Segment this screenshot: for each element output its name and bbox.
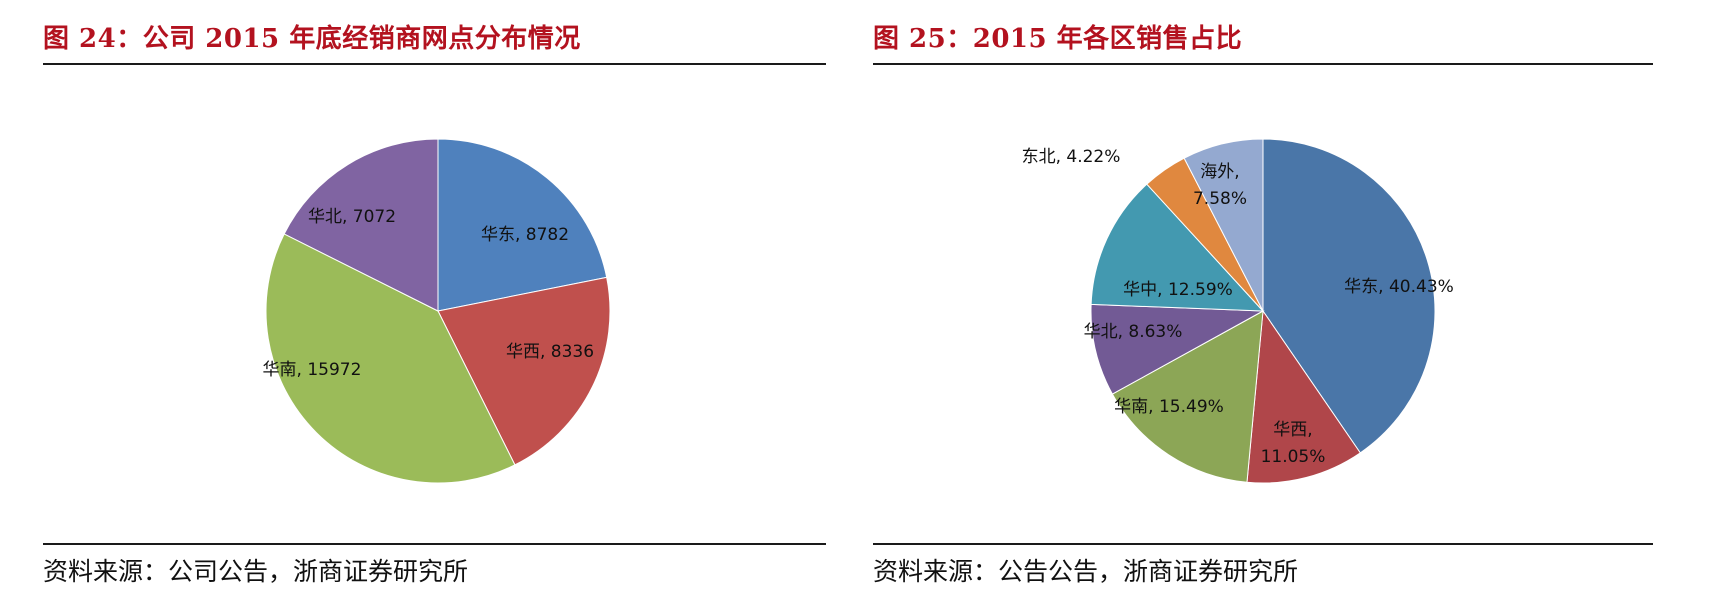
figure-24-panel: 图 24：公司 2015 年底经销商网点分布情况 华东, 8782 华西, 833… xyxy=(43,0,826,598)
slice-label: 华南, 15.49% xyxy=(1114,397,1224,417)
title-divider xyxy=(873,63,1653,65)
regional-sales-share-pie-chart: 华东, 40.43% 华西, 11.05% 华南, 15.49% 华北, 8.63% 华中… xyxy=(1022,138,1454,484)
pie-slice-华西 xyxy=(437,276,611,466)
slice-label: 华北, 8.63% xyxy=(1084,322,1183,342)
dealer-distribution-pie-chart: 华东, 8782 华西, 8336 华南, 15972 华北, 7072 xyxy=(263,138,611,484)
slice-label: 华中, 12.59% xyxy=(1123,280,1233,300)
slice-label: 华南, 15972 xyxy=(263,360,362,380)
pie-slice-华东 xyxy=(1262,138,1436,454)
figure-25-panel: 图 25：2015 年各区销售占比 华东, 40.43% 华西, 11.05% 华南,… xyxy=(873,0,1653,598)
slice-label: 华西, 11.05% xyxy=(1261,420,1326,467)
figure-24-source: 资料来源：公司公告，浙商证券研究所 xyxy=(43,557,469,586)
pie-slice-华中 xyxy=(1090,183,1265,312)
slice-label: 华西, 8336 xyxy=(506,342,594,362)
figure-24-title: 图 24：公司 2015 年底经销商网点分布情况 xyxy=(43,24,581,54)
figure-25-title: 图 25：2015 年各区销售占比 xyxy=(873,24,1243,54)
slice-label: 海外, 7.58% xyxy=(1193,162,1247,209)
pie-slice-华东 xyxy=(437,138,608,312)
pie-slice-华南 xyxy=(265,233,516,484)
source-divider xyxy=(43,543,826,545)
pie-slice-华西 xyxy=(1246,309,1361,484)
slice-label: 东北, 4.22% xyxy=(1022,147,1121,167)
pie-slice-海外 xyxy=(1183,138,1264,312)
pie-slice-华南 xyxy=(1111,310,1264,483)
title-divider xyxy=(43,63,826,65)
slice-label: 华东, 40.43% xyxy=(1344,277,1454,297)
source-divider xyxy=(873,543,1653,545)
slice-label: 华东, 8782 xyxy=(481,225,569,245)
slice-label: 华北, 7072 xyxy=(308,207,396,227)
pie-slice-华北 xyxy=(1090,303,1265,395)
figure-25-source: 资料来源：公告公告，浙商证券研究所 xyxy=(873,557,1299,586)
pie-slice-华北 xyxy=(283,138,439,312)
